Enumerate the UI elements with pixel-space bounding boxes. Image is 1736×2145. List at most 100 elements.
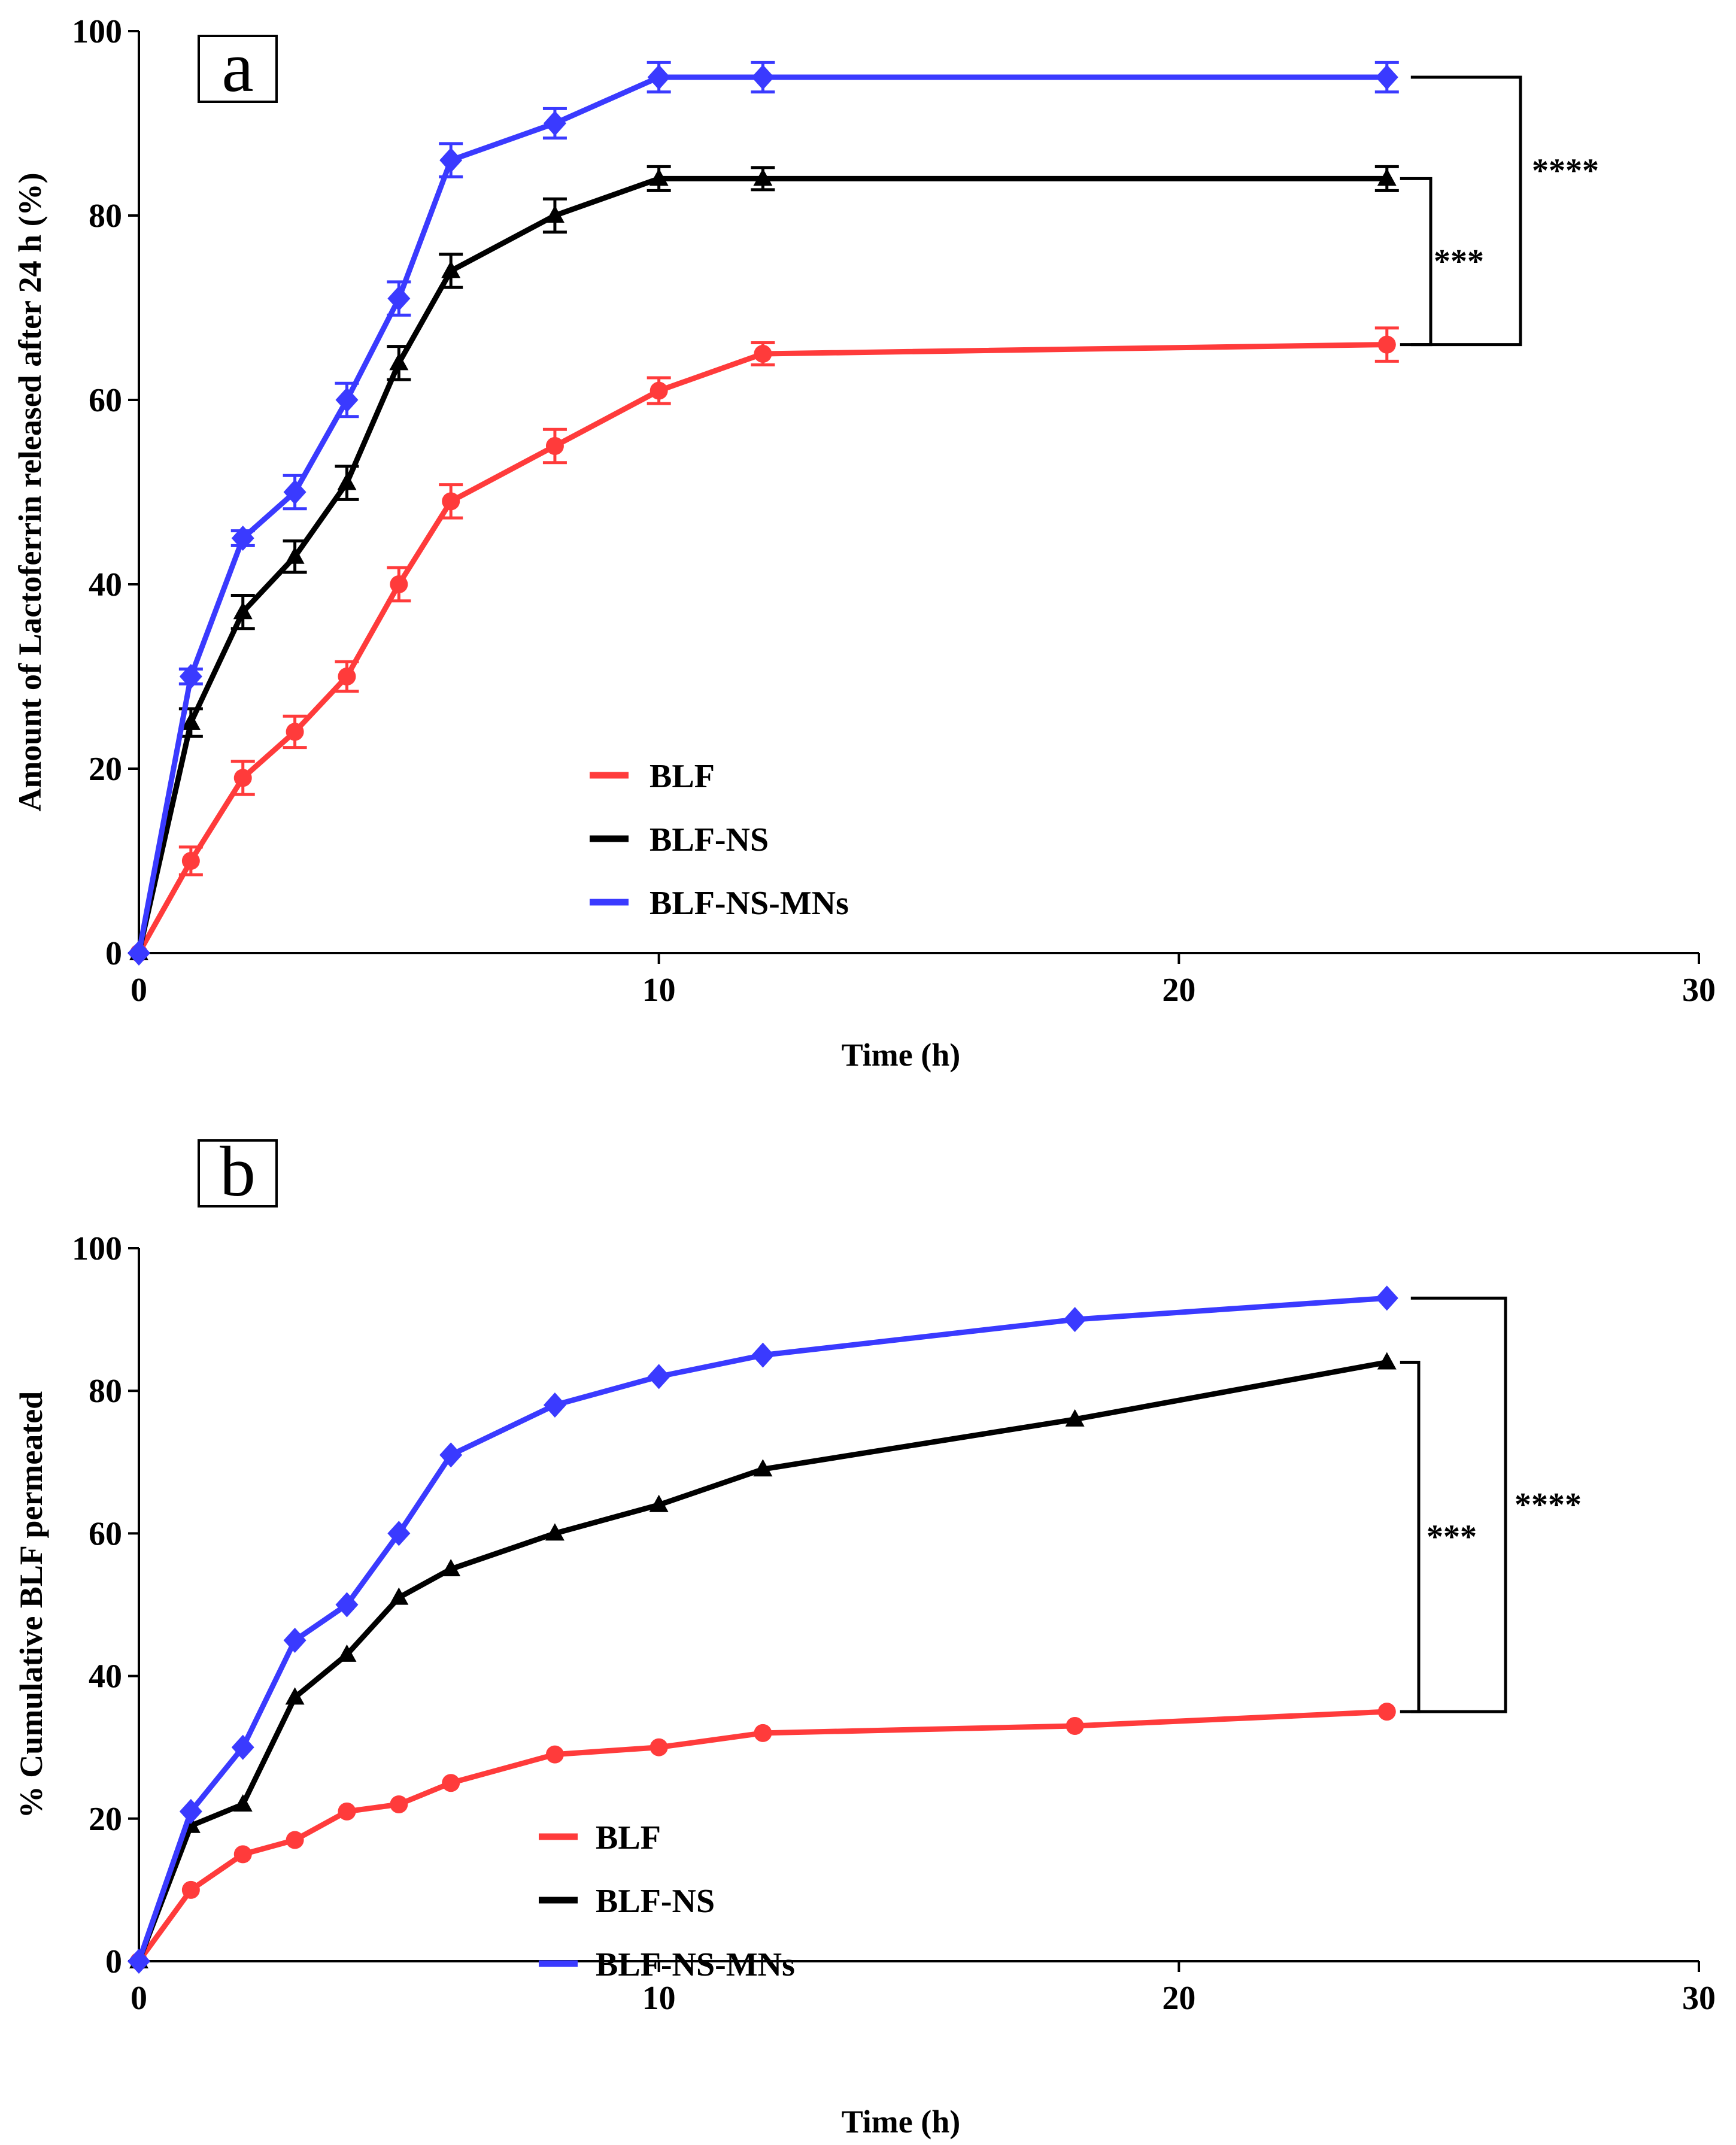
y-tick-label: 60 (89, 1515, 122, 1552)
data-point (1377, 1352, 1397, 1370)
x-tick-label: 0 (130, 1980, 147, 2017)
data-point (1377, 1703, 1396, 1721)
y-tick-label: 100 (72, 1230, 122, 1267)
data-point (751, 1342, 775, 1368)
y-axis-label: Amount of Lactoferrin released after 24 … (12, 172, 48, 811)
series-line (136, 1360, 1388, 1962)
series-blf-ns-mns (128, 1285, 1398, 1974)
series-blf (130, 1703, 1396, 1970)
significance-label: *** (1434, 243, 1484, 280)
data-point (390, 1795, 408, 1813)
data-point (1375, 1285, 1398, 1311)
data-point (647, 65, 670, 90)
data-point (442, 492, 460, 511)
x-axis-label: Time (h) (842, 1037, 961, 1073)
legend-label: BLF (650, 758, 715, 795)
series-blf-ns-mns (128, 60, 1399, 966)
legend-label: BLF-NS-MNs (650, 885, 849, 922)
data-point (231, 526, 254, 551)
data-point (545, 1523, 564, 1541)
data-point (389, 1587, 409, 1605)
data-point (285, 1687, 305, 1705)
x-tick-label: 0 (130, 972, 147, 1009)
data-point (387, 1521, 411, 1546)
y-tick-label: 0 (105, 935, 122, 972)
data-point (647, 1364, 670, 1389)
data-point (649, 168, 669, 186)
data-point (650, 381, 668, 400)
data-point (181, 712, 201, 730)
legend-label: BLF-NS (596, 1883, 715, 1920)
x-tick-label: 20 (1162, 1980, 1195, 2017)
significance-label: **** (1515, 1486, 1582, 1524)
data-point (285, 546, 305, 564)
x-tick-label: 10 (642, 972, 676, 1009)
data-point (649, 1494, 669, 1512)
x-tick-label: 30 (1682, 1980, 1716, 2017)
data-point (233, 769, 252, 787)
data-point (390, 575, 408, 593)
data-point (389, 353, 409, 371)
data-point (545, 437, 564, 455)
y-tick-label: 60 (89, 382, 122, 419)
data-point (181, 852, 200, 870)
panel-label-box (198, 35, 278, 103)
series-line (136, 1295, 1388, 1962)
series-blf-ns (129, 1352, 1397, 1968)
data-point (650, 1738, 668, 1756)
chart-panel-b: 0 20 40 60 80 100 0 10 20 30 Time (h) % Cumulative … (13, 1131, 1716, 2140)
legend-label: BLF-NS (650, 821, 769, 858)
data-point (179, 1798, 202, 1824)
data-point (754, 345, 772, 363)
data-point (543, 111, 566, 136)
significance-bracket (1400, 177, 1432, 347)
y-tick-label: 20 (89, 751, 122, 788)
data-point (335, 387, 359, 412)
significance-bracket (1400, 1361, 1421, 1713)
significance-bracket (1410, 1296, 1507, 1713)
data-point (233, 602, 253, 620)
y-tick-label: 40 (89, 566, 122, 603)
data-point (439, 147, 463, 173)
panel-label: b (220, 1131, 256, 1211)
data-point (1065, 1409, 1085, 1427)
data-point (338, 668, 356, 685)
panel-label: a (221, 27, 253, 107)
chart-panel-a: 0 20 40 60 80 100 0 10 20 30 Time (h) Amount of Lac… (12, 13, 1716, 1073)
data-point (337, 1644, 357, 1662)
data-point (283, 480, 306, 505)
series-blf (130, 326, 1399, 962)
data-point (337, 472, 357, 490)
data-point (231, 1734, 254, 1760)
data-point (179, 664, 202, 689)
significance-bracket (1410, 75, 1522, 347)
data-point (283, 1628, 306, 1653)
y-tick-label: 100 (72, 13, 122, 50)
y-tick-label: 0 (105, 1943, 122, 1980)
data-point (233, 1845, 252, 1864)
data-point (545, 205, 564, 223)
x-tick-label: 30 (1682, 972, 1716, 1009)
significance-label: **** (1532, 152, 1599, 189)
y-tick-label: 80 (89, 1373, 122, 1410)
series-blf-ns (129, 165, 1399, 960)
data-point (338, 1802, 356, 1821)
y-tick-label: 20 (89, 1801, 122, 1838)
data-point (439, 1442, 463, 1468)
data-point (128, 940, 150, 966)
data-point (286, 723, 304, 741)
data-point (543, 1392, 566, 1418)
legend-label: BLF-NS-MNs (596, 1946, 795, 1983)
data-point (441, 260, 461, 278)
data-point (754, 1724, 772, 1742)
data-point (387, 286, 411, 311)
data-point (286, 1831, 304, 1849)
y-tick-label: 80 (89, 198, 122, 235)
data-point (751, 65, 775, 90)
data-point (753, 168, 773, 186)
legend-label: BLF (596, 1819, 661, 1856)
x-tick-label: 10 (642, 1980, 676, 2017)
data-point (1377, 168, 1397, 186)
data-point (753, 1459, 773, 1477)
